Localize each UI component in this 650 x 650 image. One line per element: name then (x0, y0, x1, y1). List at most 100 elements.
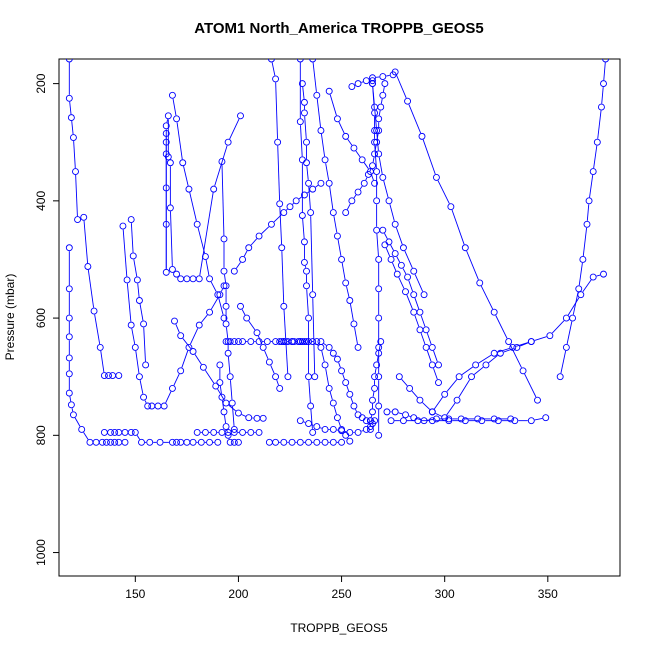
data-point (534, 396, 541, 404)
series-segment (414, 274, 424, 292)
data-point (216, 291, 224, 299)
data-point (195, 275, 203, 283)
data-point (300, 238, 308, 246)
series-segment (446, 379, 458, 392)
series-17 (265, 438, 346, 446)
series-segment (221, 165, 225, 236)
data-point (432, 415, 440, 423)
data-point (148, 402, 156, 410)
data-point (218, 393, 226, 401)
data-point (265, 438, 273, 446)
data-point (245, 244, 253, 252)
series-segment (378, 344, 381, 350)
data-point (373, 361, 381, 369)
data-point (65, 94, 73, 102)
series-segment (478, 354, 492, 364)
series-38 (556, 59, 610, 381)
series-segment (312, 62, 317, 92)
series-segment (355, 150, 361, 158)
series-23 (325, 87, 379, 187)
data-point (226, 338, 234, 345)
series-31 (379, 226, 442, 369)
data-point (300, 109, 308, 117)
series-segment (385, 247, 391, 257)
data-point (224, 138, 232, 146)
series-segment (338, 121, 345, 134)
data-point (216, 379, 224, 387)
series-segment (181, 350, 189, 368)
data-point (385, 238, 393, 246)
series-19 (267, 59, 292, 381)
series-28 (369, 77, 383, 439)
series-segment (312, 298, 316, 374)
data-point (509, 343, 517, 351)
data-point (65, 314, 73, 322)
series-segment (402, 268, 407, 275)
data-point (237, 112, 244, 120)
series-segment (386, 74, 390, 77)
data-point (164, 153, 172, 161)
series-segment (497, 348, 510, 353)
data-point (247, 338, 255, 345)
series-segment (286, 208, 288, 211)
series-segment (466, 250, 479, 280)
data-point (177, 275, 185, 283)
series-segment (433, 350, 438, 362)
data-point (342, 379, 350, 387)
series-segment (126, 283, 132, 322)
data-point (325, 179, 333, 187)
series-segment (270, 365, 275, 374)
data-point (346, 297, 354, 304)
data-point (179, 159, 187, 167)
data-point (418, 132, 426, 140)
data-point (441, 390, 449, 398)
series-segment (582, 279, 592, 293)
data-point (428, 417, 436, 425)
data-point (321, 438, 329, 446)
series-segment (71, 408, 74, 412)
data-point (494, 417, 502, 425)
data-point (333, 414, 341, 422)
data-point (457, 415, 465, 423)
data-point (78, 426, 86, 433)
data-point (100, 428, 108, 436)
series-segment (323, 343, 327, 346)
y-tick-label: 1000 (34, 539, 48, 566)
series-27 (342, 80, 389, 217)
data-point (206, 275, 214, 283)
data-point (230, 338, 238, 345)
data-point (305, 314, 313, 322)
series-5 (127, 216, 150, 369)
series-segment (401, 379, 408, 387)
series-segment (300, 125, 303, 157)
data-point (435, 361, 442, 369)
data-point (111, 438, 119, 446)
data-point (527, 338, 535, 345)
data-point (305, 438, 313, 446)
series-3 (100, 428, 222, 446)
series-segment (365, 177, 368, 181)
data-point (383, 408, 391, 416)
series-segment (224, 415, 227, 424)
data-point (597, 103, 605, 111)
data-point (284, 373, 292, 381)
data-point (255, 232, 263, 240)
data-point (381, 80, 389, 88)
data-point (387, 417, 395, 425)
data-point (387, 256, 395, 263)
data-point (369, 162, 376, 170)
series-segment (69, 101, 72, 115)
series-24 (309, 338, 354, 445)
data-point (416, 308, 424, 316)
series-segment (199, 192, 214, 276)
data-point (222, 282, 230, 290)
data-point (199, 363, 207, 371)
series-segment (426, 332, 432, 345)
data-point (414, 417, 422, 425)
series-segment (396, 74, 407, 99)
data-point (373, 197, 381, 205)
data-point (305, 179, 313, 187)
data-point (371, 384, 379, 392)
data-point (482, 361, 490, 369)
series-segment (433, 368, 438, 380)
